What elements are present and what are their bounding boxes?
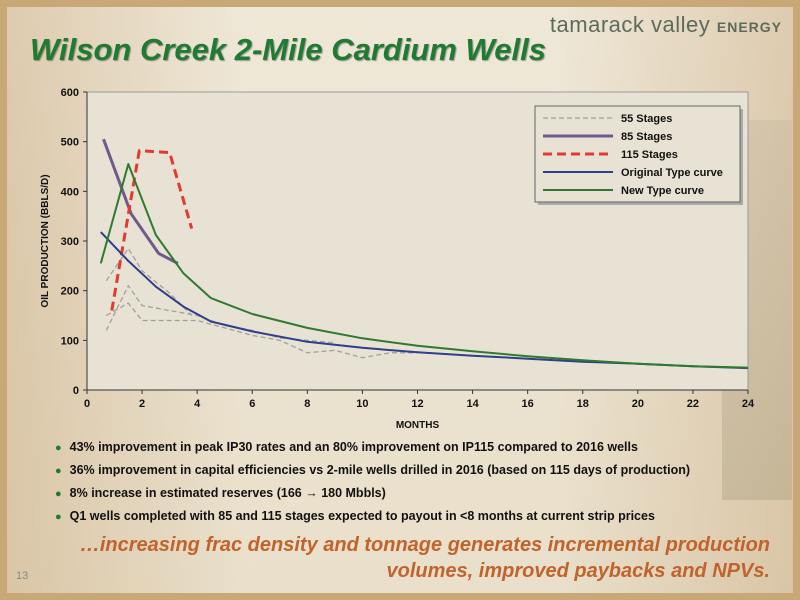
x-tick-label: 6 bbox=[249, 398, 255, 410]
bullet-text: 8% increase in estimated reserves (166 →… bbox=[69, 486, 386, 500]
x-tick-label: 24 bbox=[742, 398, 755, 410]
x-tick-label: 2 bbox=[139, 398, 145, 410]
bullet-item: ● 8% increase in estimated reserves (166 … bbox=[55, 486, 386, 500]
y-tick-label: 300 bbox=[61, 236, 79, 248]
tagline-line-1: …increasing frac density and tonnage gen… bbox=[79, 534, 770, 556]
logo-name: tamarack valley bbox=[549, 12, 711, 37]
series-line-2 bbox=[102, 138, 179, 265]
y-tick-label: 500 bbox=[61, 137, 79, 149]
bullet-text: 36% improvement in capital efficiencies … bbox=[69, 463, 690, 477]
bullet-list: ● 43% improvement in peak IP30 rates and … bbox=[55, 438, 690, 530]
company-logo: tamarack valley ENERGY bbox=[550, 12, 782, 38]
y-axis-title: OIL PRODUCTION (BBLS/D) bbox=[40, 174, 51, 307]
y-tick-label: 200 bbox=[61, 286, 79, 298]
x-tick-label: 4 bbox=[194, 398, 201, 410]
series-line-1 bbox=[105, 247, 193, 316]
series-line-3 bbox=[110, 149, 194, 311]
tagline-line-2: volumes, improved paybacks and NPVs. bbox=[386, 560, 770, 582]
legend-label: Original Type curve bbox=[621, 167, 723, 179]
x-tick-label: 12 bbox=[411, 398, 423, 410]
x-tick-label: 20 bbox=[632, 398, 644, 410]
logo-suffix: ENERGY bbox=[716, 19, 782, 35]
x-axis-title: MONTHS bbox=[396, 420, 440, 431]
x-tick-label: 18 bbox=[577, 398, 589, 410]
bullet-text: Q1 wells completed with 85 and 115 stage… bbox=[69, 509, 655, 523]
x-tick-label: 22 bbox=[687, 398, 699, 410]
page-number: 13 bbox=[16, 570, 29, 582]
legend-label: 85 Stages bbox=[621, 131, 672, 143]
legend-box bbox=[534, 105, 741, 203]
x-tick-label: 16 bbox=[522, 398, 534, 410]
legend-label: 115 Stages bbox=[621, 149, 678, 161]
x-tick-label: 0 bbox=[84, 398, 90, 410]
legend-label: 55 Stages bbox=[621, 113, 672, 125]
x-tick-label: 14 bbox=[466, 398, 479, 410]
y-tick-label: 0 bbox=[73, 385, 79, 397]
y-tick-label: 100 bbox=[61, 335, 79, 347]
slide-title: Wilson Creek 2-Mile Cardium Wells bbox=[30, 32, 546, 67]
x-tick-label: 8 bbox=[304, 398, 310, 410]
series-line-1 bbox=[105, 302, 418, 359]
bullet-item: ● Q1 wells completed with 85 and 115 stag… bbox=[55, 509, 655, 523]
bullet-text: 43% improvement in peak IP30 rates and a… bbox=[69, 440, 638, 454]
tagline: …increasing frac density and tonnage gen… bbox=[80, 532, 770, 584]
bullet-item: ● 36% improvement in capital efficiencies… bbox=[55, 463, 690, 477]
x-tick-label: 10 bbox=[356, 398, 368, 410]
y-tick-label: 400 bbox=[61, 186, 79, 198]
legend-label: New Type curve bbox=[621, 185, 704, 197]
series-line-5 bbox=[99, 163, 749, 369]
y-tick-label: 600 bbox=[61, 87, 79, 99]
bullet-item: ● 43% improvement in peak IP30 rates and … bbox=[55, 440, 638, 454]
